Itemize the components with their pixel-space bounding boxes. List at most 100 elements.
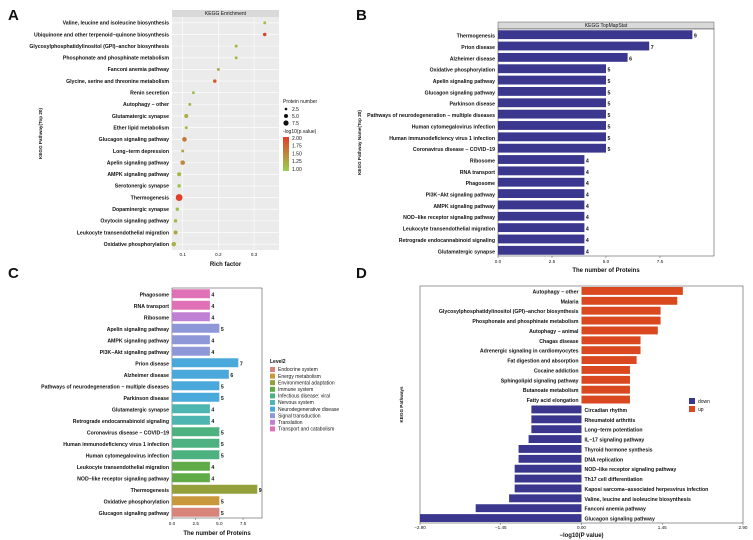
bar-c — [172, 346, 210, 356]
legend-label-c: Transport and catabolism — [278, 427, 334, 433]
x-tick-label-b: 0.0 — [495, 259, 502, 264]
bar-label-d: Fanconi anemia pathway — [585, 507, 647, 513]
bar-value-label-c: 9 — [259, 488, 262, 494]
bar-c — [172, 484, 258, 494]
y-tick-label-c: Ribosome — [144, 316, 169, 322]
y-tick-label-a: Glucagon signaling pathway — [99, 137, 169, 143]
bar-value-label-c: 4 — [211, 339, 214, 345]
x-tick-label-c: 0.0 — [169, 521, 176, 526]
bar-value-label-b: 5 — [608, 124, 611, 130]
bar-label-d: Glycosylphosphatidylinositol (GPI)−ancho… — [439, 309, 579, 315]
bar-d — [581, 395, 630, 404]
x-tick-label-d: 2.90 — [739, 525, 748, 530]
plot-bg-a — [172, 17, 279, 250]
y-tick-label-a: Valine, leucine and isoleucine biosynthe… — [63, 21, 169, 27]
y-tick-label-a: AMPK signaling pathway — [107, 172, 169, 178]
bar-value-label-b: 4 — [586, 238, 589, 244]
bar-value-label-b: 9 — [694, 34, 697, 40]
bar-d — [514, 484, 582, 493]
legend-label-c: Infectious disease: viral — [278, 394, 330, 400]
bar-value-label-c: 7 — [240, 362, 243, 368]
bar-label-d: DNA replication — [585, 457, 624, 463]
legend-label-c: Nervous system — [278, 400, 314, 406]
y-tick-label-a: Oxytocin signaling pathway — [100, 219, 169, 225]
y-tick-label-b: Thermogenesis — [457, 34, 495, 40]
bar-c — [172, 404, 210, 414]
bar-value-label-c: 4 — [211, 316, 214, 322]
bar-d — [514, 474, 582, 483]
y-tick-label-c: Leukocyte transendothelial migration — [77, 465, 169, 471]
bar-value-label-b: 5 — [608, 90, 611, 96]
scatter-point-a — [181, 149, 185, 153]
legend-swatch-c — [270, 367, 275, 372]
bar-value-label-b: 4 — [586, 215, 589, 221]
panel-letter-a: A — [8, 7, 19, 24]
y-tick-label-b: PI3K−Akt signaling pathway — [426, 193, 495, 199]
legend-swatch-c — [270, 426, 275, 432]
legend-color-label-a: 1.00 — [292, 167, 302, 173]
legend-swatch-c — [270, 393, 275, 399]
y-tick-label-a: Fanconi anemia pathway — [108, 67, 170, 73]
y-tick-label-b: NOD−like receptor signaling pathway — [403, 215, 495, 221]
y-tick-label-a: Ether lipid metabolism — [113, 125, 169, 131]
bar-value-label-b: 4 — [586, 158, 589, 164]
legend-label-c: Neurodegenerative disease — [278, 407, 339, 413]
bar-d — [581, 346, 641, 355]
x-tick-label-d: 1.45 — [658, 525, 667, 530]
bar-b — [498, 223, 585, 233]
bar-label-d: Chagas disease — [539, 339, 578, 345]
scatter-point-a — [184, 114, 189, 119]
bar-label-d: Long−term potentiation — [585, 428, 643, 434]
legend-title-c: Level2 — [270, 359, 286, 365]
y-tick-label-b: Pathways of neurodegeneration − multiple… — [367, 113, 495, 119]
bar-c — [172, 507, 220, 517]
bar-d — [531, 425, 582, 434]
scatter-point-a — [175, 194, 183, 201]
plot-frame-d — [419, 285, 744, 524]
bar-value-label-c: 4 — [211, 465, 214, 471]
y-tick-label-b: RNA transport — [460, 170, 496, 176]
legend-color-label-a: 2.00 — [292, 136, 302, 142]
y-tick-label-a: Autophagy − other — [123, 102, 169, 108]
bar-b — [498, 98, 606, 108]
bar-label-d: Phosphonate and phosphinate metabolism — [472, 319, 578, 325]
bar-d — [581, 316, 661, 325]
strip-title-b: KEGG TopMapStat — [585, 23, 628, 29]
x-tick-label-c: 7.5 — [240, 521, 247, 526]
scatter-point-a — [177, 184, 181, 188]
x-tick-label-b: 5.0 — [603, 259, 610, 264]
bar-value-label-c: 4 — [211, 304, 214, 310]
y-tick-label-a: Leukocyte transendothelial migration — [77, 230, 169, 236]
bar-value-label-c: 4 — [211, 293, 214, 299]
y-tick-label-a: Long−term depression — [113, 149, 169, 155]
x-tick-label-b: 2.5 — [549, 259, 556, 264]
bar-label-d: Kaposi sarcoma−associated herpesvirus in… — [585, 487, 709, 493]
bar-b — [498, 41, 650, 51]
x-tick-label-d: −1.45 — [495, 525, 507, 530]
bar-d — [518, 454, 582, 463]
scatter-point-a — [262, 32, 267, 37]
bar-label-d: IL−17 signaling pathway — [585, 438, 645, 444]
scatter-point-a — [180, 160, 185, 165]
bar-d — [581, 286, 683, 295]
y-tick-label-a: Serotonergic synapse — [115, 184, 169, 190]
bar-c — [172, 473, 210, 483]
x-tick-label-d: −2.90 — [414, 525, 426, 530]
bar-d — [581, 365, 630, 374]
legend-label-c: Endocrine system — [278, 367, 318, 373]
plot-frame-c — [171, 287, 263, 519]
scatter-point-a — [216, 67, 220, 71]
y-tick-label-a: Glycine, serine and threonine metabolism — [66, 79, 169, 85]
y-axis-title-b: KEGG Pathway Name(Top 20) — [357, 110, 362, 175]
bar-value-label-b: 5 — [608, 113, 611, 119]
y-tick-label-c: AMPK signaling pathway — [107, 339, 169, 345]
x-axis-title-b: The number of Proteins — [572, 268, 640, 274]
bar-label-d: Fatty acid elongation — [527, 398, 579, 404]
y-axis-title-a: KEGG Pathway(Top 20) — [38, 108, 43, 159]
legend-swatch-c — [270, 400, 275, 405]
legend-size-dot-a — [284, 114, 288, 118]
bar-b — [498, 75, 606, 85]
bar-b — [498, 245, 585, 255]
y-tick-label-c: Human immunodeficiency virus 1 infection — [63, 442, 169, 448]
bar-b — [498, 177, 585, 187]
